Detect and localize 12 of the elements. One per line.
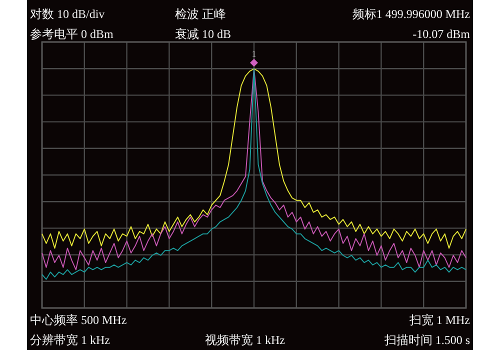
text: 检波 正峰 [175,7,226,21]
text: 参考电平 0 dBm [30,27,114,41]
text: 衰减 10 dB [175,27,232,41]
text: 视频带宽 1 kHz [205,333,285,347]
text: 中心频率 500 MHz [30,313,127,327]
text: -10.07 dBm [412,27,471,41]
text: 1 [252,48,256,59]
text: 对数 10 dB/div [30,7,105,21]
text: 扫宽 1 MHz [408,313,470,327]
text: 分辨带宽 1 kHz [30,333,110,347]
text: 频标1 499.996000 MHz [352,7,470,21]
text: 扫描时间 1.500 s [383,333,470,347]
